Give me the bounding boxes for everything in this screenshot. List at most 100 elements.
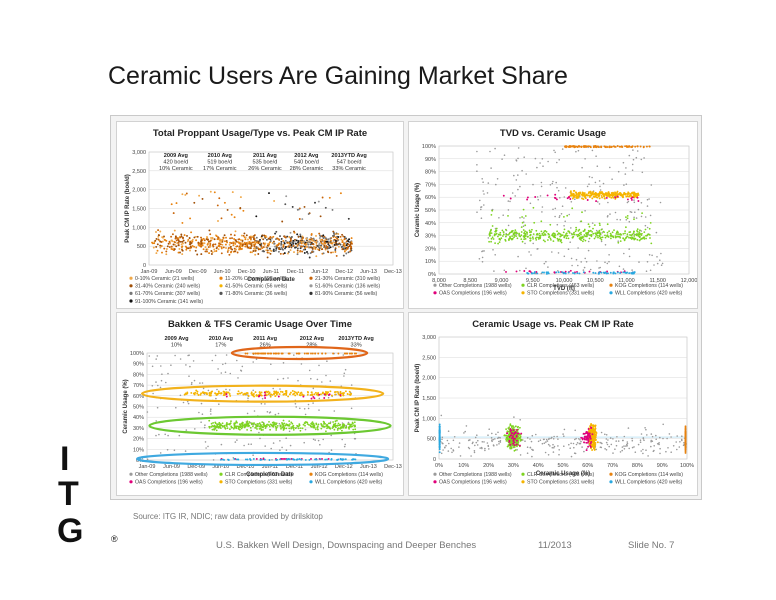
data-point: [599, 189, 602, 191]
data-point: [319, 393, 322, 396]
data-point: [317, 246, 320, 248]
data-point: [220, 252, 223, 255]
data-point: [583, 450, 585, 453]
data-point: [182, 239, 185, 242]
data-point: [220, 392, 223, 395]
data-point: [622, 161, 625, 164]
data-point: [337, 352, 340, 355]
data-point: [155, 245, 158, 248]
data-point: [573, 231, 575, 234]
data-point: [298, 244, 301, 247]
data-point: [343, 242, 345, 245]
data-point: [275, 429, 278, 431]
data-point: [519, 269, 521, 272]
data-point: [594, 272, 597, 275]
data-point: [526, 452, 529, 454]
data-point: [516, 428, 518, 431]
data-point: [268, 412, 271, 414]
data-point: [600, 238, 603, 241]
data-point: [547, 266, 549, 268]
data-point: [179, 240, 182, 243]
data-point: [561, 234, 564, 236]
data-point: [261, 250, 264, 253]
data-point: [590, 192, 593, 195]
data-point: [507, 215, 509, 217]
legend-entry: 91-100% Ceramic (141 wells): [135, 299, 203, 305]
data-point: [223, 201, 226, 204]
data-point: [631, 446, 634, 449]
data-point: [322, 243, 325, 246]
data-point: [627, 192, 630, 195]
data-point: [605, 449, 608, 451]
data-point: [584, 239, 587, 242]
data-point: [293, 240, 296, 243]
data-point: [295, 406, 297, 408]
data-point: [611, 192, 613, 195]
data-point: [607, 201, 609, 204]
data-point: [267, 393, 270, 396]
data-point: [616, 195, 619, 198]
source-note: Source: ITG IR, NDIC; raw data provided …: [133, 512, 323, 521]
data-point: [314, 428, 317, 431]
y-tick-label: 3,000: [132, 150, 146, 156]
data-point: [649, 269, 652, 272]
data-point: [206, 250, 208, 253]
data-point: [272, 352, 275, 355]
data-point: [200, 253, 203, 256]
data-point: [549, 445, 551, 447]
data-point: [342, 254, 345, 257]
data-point: [293, 390, 296, 393]
data-point: [631, 272, 634, 275]
data-point: [170, 245, 173, 248]
data-point: [165, 253, 168, 256]
data-point: [159, 386, 162, 389]
data-point: [295, 352, 298, 355]
x-axis-label: Ceramic Usage (%): [536, 471, 590, 477]
data-point: [207, 240, 210, 243]
data-point: [574, 429, 576, 432]
data-point: [617, 170, 620, 173]
data-point: [584, 158, 586, 160]
data-point: [546, 440, 549, 442]
data-point: [339, 394, 342, 397]
data-point: [280, 427, 282, 430]
legend-swatch: [433, 291, 437, 295]
data-point: [490, 167, 492, 169]
data-point: [582, 230, 585, 233]
data-point: [508, 232, 511, 235]
data-point: [598, 222, 601, 225]
data-point: [580, 220, 583, 223]
legend-swatch: [309, 284, 313, 288]
data-point: [617, 193, 620, 196]
data-point: [206, 243, 209, 246]
data-point: [152, 392, 154, 395]
data-point: [659, 201, 662, 204]
data-point: [574, 198, 576, 200]
data-point: [325, 374, 327, 377]
data-point: [588, 436, 591, 439]
data-point: [545, 260, 547, 263]
data-point: [496, 178, 499, 180]
data-point: [570, 455, 573, 458]
data-point: [298, 218, 301, 220]
data-point: [337, 236, 340, 238]
legend-entry: 71-80% Ceramic (36 wells): [225, 291, 288, 297]
data-point: [481, 447, 483, 450]
data-point: [260, 394, 263, 397]
data-point: [560, 233, 562, 236]
data-point: [586, 447, 588, 450]
data-point: [526, 196, 529, 199]
data-point: [248, 421, 251, 423]
data-point: [481, 441, 484, 443]
data-point: [237, 458, 240, 461]
y-tick-label: 50%: [133, 405, 144, 411]
data-point: [509, 446, 511, 449]
data-point: [209, 239, 212, 242]
data-point: [616, 218, 618, 221]
data-point: [319, 215, 322, 218]
data-point: [196, 253, 199, 256]
data-point: [324, 352, 327, 355]
data-point: [267, 390, 270, 393]
data-point: [646, 205, 649, 207]
data-point: [330, 394, 333, 397]
